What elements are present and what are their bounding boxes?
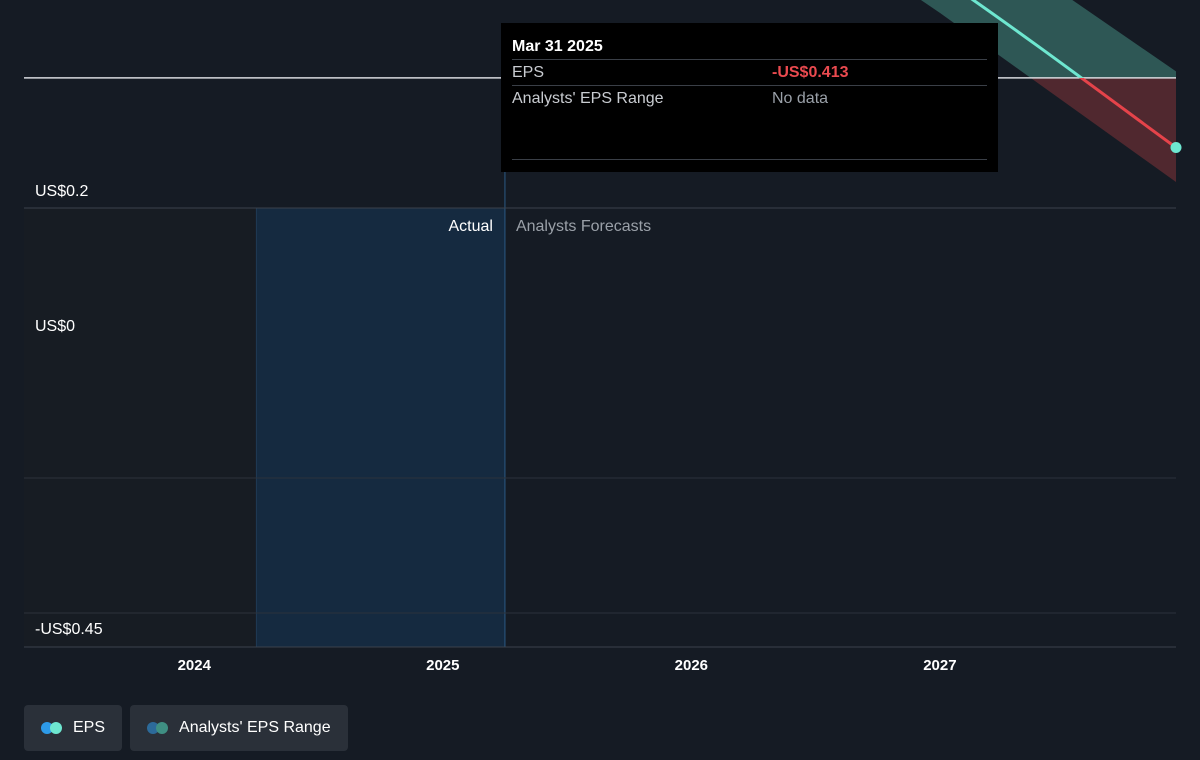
eps-range-band-negative (1030, 77, 1176, 182)
x-tick-label: 2026 (675, 657, 708, 674)
tooltip-date: Mar 31 2025 (512, 38, 603, 55)
eps-forecast-point (1170, 142, 1182, 154)
tooltip-panel: Mar 31 2025 EPS -US$0.413 Analysts' EPS … (501, 23, 998, 172)
legend-label-eps: EPS (73, 719, 106, 736)
forecast-line-group (970, 0, 1176, 149)
eps-range-band-positive (920, 0, 1176, 78)
legend-item-eps[interactable]: EPS (24, 705, 123, 751)
eps-range-legend-icon (147, 722, 169, 734)
x-tick-label: 2025 (426, 657, 459, 674)
eps-legend-icon (41, 722, 63, 734)
y-tick-label: US$0 (35, 318, 75, 335)
y-tick-label: US$0.2 (35, 183, 88, 200)
eps-forecast-line (1078, 77, 1176, 149)
tooltip-range-value: No data (772, 90, 829, 107)
tooltip-row-eps: EPS -US$0.413 (512, 59, 987, 85)
tooltip-row-range: Analysts' EPS Range No data (512, 85, 987, 111)
region-label-actual: Actual (448, 218, 492, 235)
tooltip-range-label: Analysts' EPS Range (512, 90, 664, 107)
tooltip-divider (512, 159, 987, 160)
past-shade (24, 208, 257, 647)
x-tick-label: 2027 (923, 657, 956, 674)
actual-highlight-region (256, 208, 505, 647)
legend: EPS Analysts' EPS Range (24, 705, 348, 751)
tooltip-eps-label: EPS (512, 64, 545, 81)
legend-label-eps-range: Analysts' EPS Range (179, 719, 331, 736)
tooltip-eps-value: -US$0.413 (772, 64, 849, 81)
legend-item-eps-range[interactable]: Analysts' EPS Range (130, 705, 348, 751)
x-tick-label: 2024 (178, 657, 212, 674)
range-group (920, 0, 1176, 182)
y-tick-label: -US$0.45 (35, 621, 103, 638)
region-label-forecast: Analysts Forecasts (516, 218, 651, 235)
